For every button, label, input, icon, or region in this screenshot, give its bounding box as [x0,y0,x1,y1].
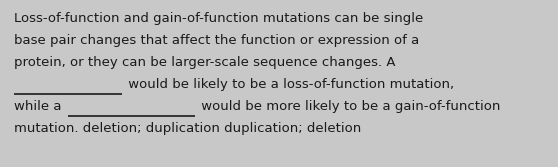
Text: Loss-of-function and gain-of-function mutations can be single: Loss-of-function and gain-of-function mu… [14,12,424,25]
Text: mutation. deletion; duplication duplication; deletion: mutation. deletion; duplication duplicat… [14,122,361,135]
Text: while a: while a [14,100,66,113]
Text: would be likely to be a loss-of-function mutation,: would be likely to be a loss-of-function… [124,78,454,91]
Text: would be more likely to be a gain-of-function: would be more likely to be a gain-of-fun… [197,100,501,113]
Text: base pair changes that affect the function or expression of a: base pair changes that affect the functi… [14,34,419,47]
Text: protein, or they can be larger-scale sequence changes. A: protein, or they can be larger-scale seq… [14,56,396,69]
